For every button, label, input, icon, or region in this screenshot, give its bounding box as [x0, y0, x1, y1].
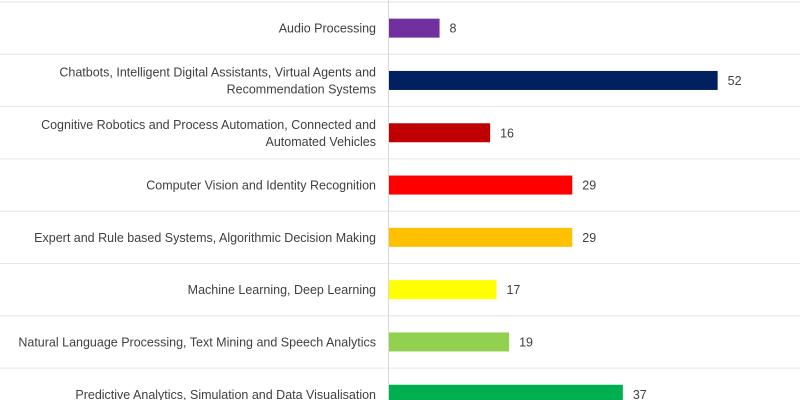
category-labels: Audio Processing Chatbots, Intelligent Di…: [18, 22, 376, 400]
bar: [389, 280, 497, 300]
data-label: 16: [500, 126, 514, 140]
category-label: Predictive Analytics, Simulation and Dat…: [75, 388, 376, 400]
category-label-line: Predictive Analytics, Simulation and Dat…: [75, 388, 376, 400]
bar: [389, 332, 510, 352]
bar-series: [389, 18, 718, 400]
bar: [389, 123, 491, 143]
data-label: 29: [582, 179, 596, 193]
data-label: 19: [519, 335, 533, 349]
data-label: 29: [582, 231, 596, 245]
category-label-line: Natural Language Processing, Text Mining…: [18, 335, 376, 349]
category-label-line: Audio Processing: [279, 22, 376, 36]
bar: [389, 18, 440, 38]
category-label-line: Cognitive Robotics and Process Automatio…: [41, 118, 376, 132]
data-label: 52: [728, 74, 742, 88]
bar: [389, 70, 718, 90]
category-label: Computer Vision and Identity Recognition: [146, 179, 376, 193]
category-label: Cognitive Robotics and Process Automatio…: [41, 118, 376, 149]
data-label: 17: [506, 283, 520, 297]
category-label-line: Recommendation Systems: [227, 82, 376, 96]
category-label-line: Automated Vehicles: [266, 135, 377, 149]
data-labels: 8 52 16 29 29 17 19 37: [450, 22, 742, 400]
category-label-line: Computer Vision and Identity Recognition: [146, 179, 376, 193]
category-label-line: Expert and Rule based Systems, Algorithm…: [34, 231, 376, 245]
bar: [389, 227, 573, 247]
category-label: Audio Processing: [279, 22, 376, 36]
category-label-line: Machine Learning, Deep Learning: [188, 283, 376, 297]
bar: [389, 175, 573, 195]
data-label: 37: [633, 388, 647, 400]
category-label: Expert and Rule based Systems, Algorithm…: [34, 231, 376, 245]
bar: [389, 384, 623, 400]
category-label: Chatbots, Intelligent Digital Assistants…: [59, 65, 376, 96]
data-label: 8: [450, 22, 457, 36]
category-label: Natural Language Processing, Text Mining…: [18, 335, 376, 349]
category-label-line: Chatbots, Intelligent Digital Assistants…: [59, 65, 376, 79]
category-label: Machine Learning, Deep Learning: [188, 283, 376, 297]
